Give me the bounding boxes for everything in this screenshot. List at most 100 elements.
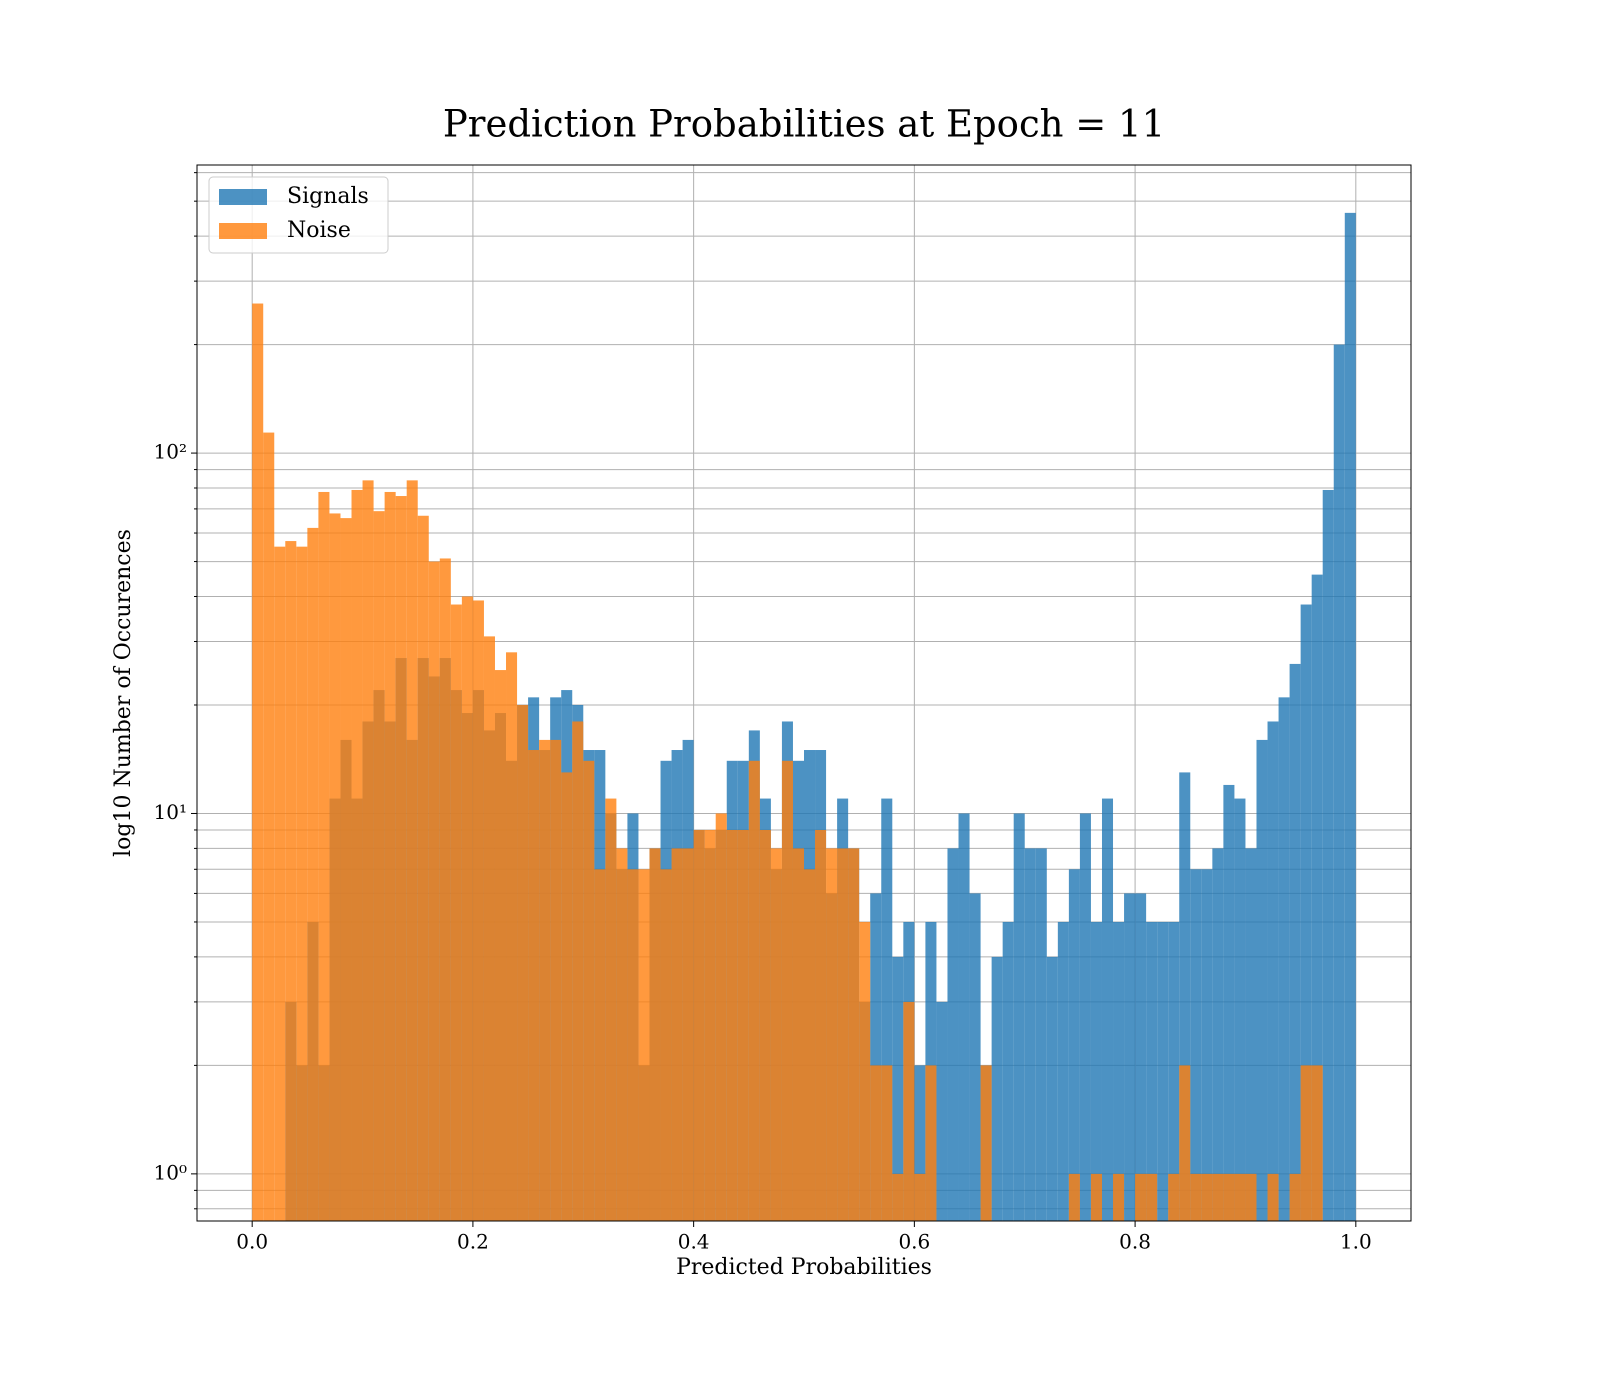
bar — [1124, 893, 1136, 1221]
bar — [1212, 1173, 1224, 1221]
bar — [1046, 956, 1058, 1221]
legend-label: Signals — [287, 184, 369, 209]
bar — [969, 893, 981, 1221]
bar — [1267, 1173, 1279, 1221]
x-axis-label: Predicted Probabilities — [676, 1255, 932, 1280]
bar — [892, 956, 904, 1221]
bar — [638, 869, 650, 1221]
bar — [594, 869, 606, 1221]
bar — [770, 848, 782, 1221]
bar — [362, 480, 374, 1221]
bar — [263, 432, 275, 1221]
bar — [428, 561, 440, 1221]
bar — [660, 869, 672, 1221]
bar — [1090, 1173, 1102, 1221]
y-tick-label: 10² — [154, 440, 187, 464]
bar — [1146, 1173, 1158, 1221]
bar — [671, 848, 683, 1221]
bar — [914, 1173, 926, 1221]
x-tick-label: 0.8 — [1119, 1230, 1151, 1254]
legend: Signals Noise — [208, 176, 389, 254]
bars — [252, 212, 1356, 1222]
bar — [1256, 739, 1268, 1221]
bar — [1179, 772, 1191, 1221]
bar — [616, 848, 628, 1221]
bar — [1079, 813, 1091, 1221]
bar — [340, 518, 352, 1221]
bar — [892, 1173, 904, 1221]
bar — [517, 704, 529, 1221]
bar — [1344, 212, 1356, 1221]
bar — [450, 604, 462, 1221]
bar — [870, 1065, 882, 1221]
bar — [627, 869, 639, 1221]
bar — [1289, 1173, 1301, 1221]
bar — [550, 739, 562, 1221]
bar — [1146, 921, 1158, 1221]
y-tick-label: 10⁰ — [154, 1160, 187, 1184]
bar — [1190, 1173, 1202, 1221]
plot-frame — [196, 164, 1412, 1222]
bar — [1234, 1173, 1246, 1221]
chart-title: Prediction Probabilities at Epoch = 11 — [443, 103, 1165, 146]
bar — [1201, 869, 1213, 1221]
bar — [1024, 848, 1036, 1221]
bar — [737, 829, 749, 1221]
bar — [848, 848, 860, 1221]
legend-swatch — [219, 223, 267, 239]
bar — [1135, 1173, 1147, 1221]
bar — [1300, 604, 1312, 1221]
bar — [506, 652, 518, 1221]
bar — [649, 848, 661, 1221]
bar — [1002, 921, 1014, 1221]
bar — [704, 829, 716, 1221]
bar — [274, 546, 286, 1221]
bar — [1245, 1173, 1257, 1221]
bar — [1168, 1173, 1180, 1221]
y-tick-label: 10¹ — [154, 800, 187, 824]
bar — [859, 921, 871, 1221]
bar — [1168, 921, 1180, 1221]
bar — [1311, 574, 1323, 1221]
bar — [1223, 784, 1235, 1221]
bar — [1179, 1065, 1191, 1221]
bar — [1013, 813, 1025, 1221]
bar — [1113, 1173, 1125, 1221]
x-tick-label: 0.0 — [236, 1230, 268, 1254]
bar — [1311, 1065, 1323, 1221]
bar — [1113, 921, 1125, 1221]
bar — [417, 515, 429, 1221]
bar — [1289, 663, 1301, 1221]
bar — [329, 513, 341, 1221]
bar — [693, 829, 705, 1221]
bar — [1057, 921, 1069, 1221]
bar — [792, 848, 804, 1221]
bar — [903, 1001, 915, 1221]
bar — [605, 798, 617, 1221]
bar — [781, 760, 793, 1221]
bar — [494, 670, 507, 1221]
bar — [472, 600, 484, 1221]
bar — [1300, 1065, 1312, 1221]
bar — [583, 760, 595, 1221]
x-tick-label: 0.2 — [457, 1230, 489, 1254]
bar — [1190, 869, 1202, 1221]
bar — [539, 739, 551, 1221]
bar — [572, 721, 584, 1221]
bar — [1278, 697, 1290, 1221]
bar — [1068, 1173, 1080, 1221]
bar — [1035, 848, 1047, 1221]
bar — [837, 848, 849, 1221]
bar — [561, 772, 573, 1221]
bar — [804, 869, 816, 1221]
bar — [439, 558, 451, 1221]
bar — [1101, 798, 1114, 1221]
x-tick-label: 1.0 — [1340, 1230, 1372, 1254]
legend-label: Noise — [287, 218, 351, 243]
x-tick-label: 0.4 — [678, 1230, 710, 1254]
bar — [1322, 489, 1334, 1221]
bar — [285, 541, 297, 1221]
bar — [815, 829, 827, 1221]
bar — [958, 813, 970, 1221]
